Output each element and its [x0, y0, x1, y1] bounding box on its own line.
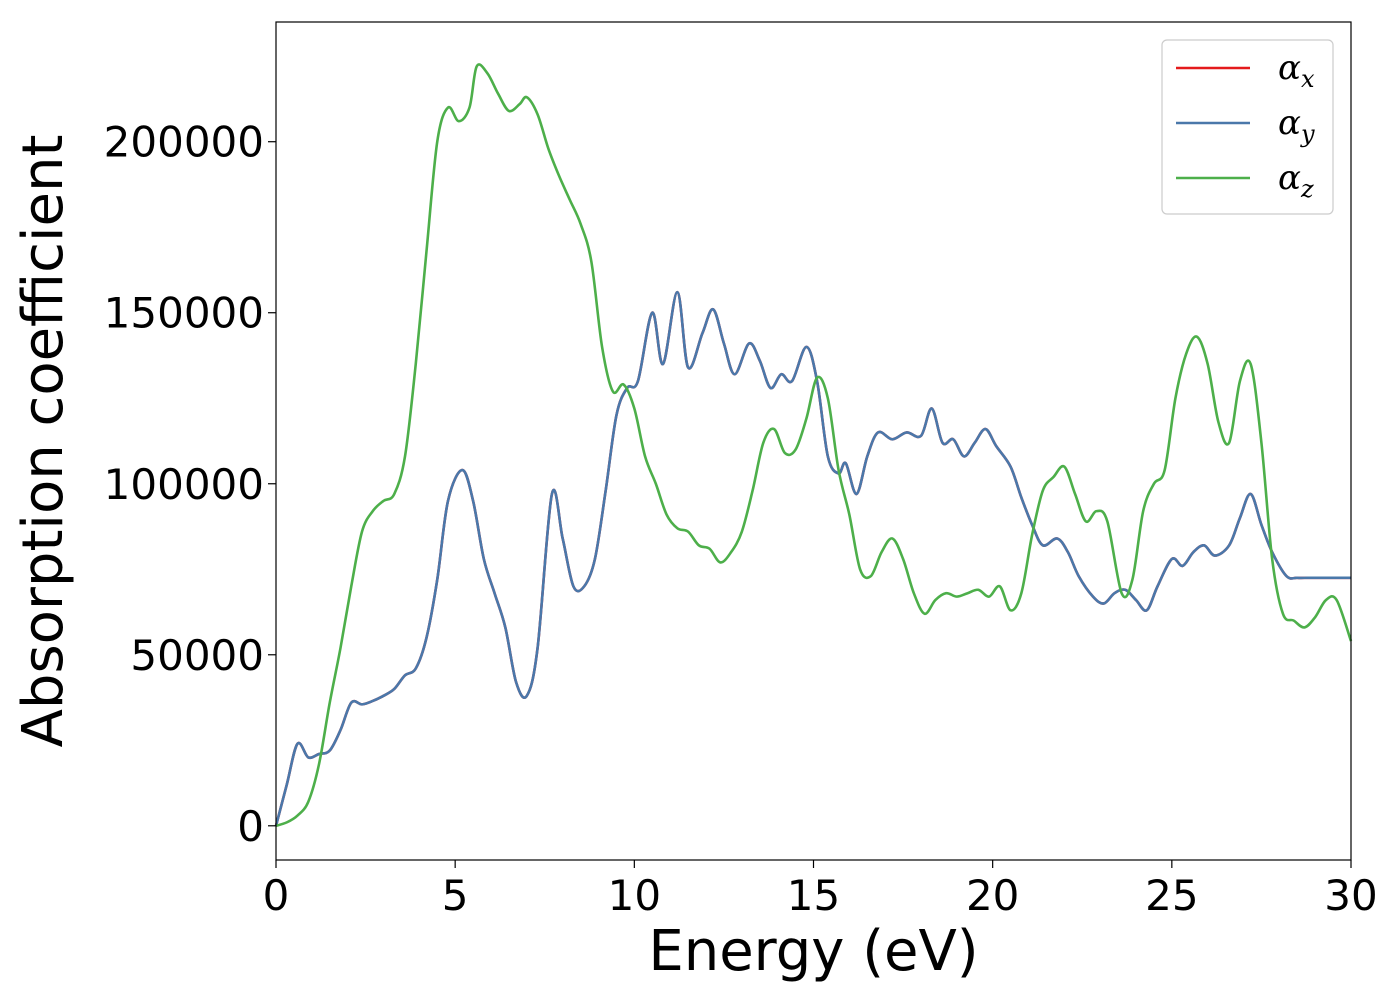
y-tick-label: 50000 — [130, 631, 264, 680]
y-axis-ticks: 0 50000 100000 150000 200000 — [104, 118, 276, 851]
y-tick-label: 150000 — [104, 289, 264, 338]
series-line-z — [275, 63, 1353, 828]
y-tick-label: 200000 — [104, 118, 264, 167]
y-tick-label: 0 — [237, 802, 264, 851]
x-tick-label: 25 — [1145, 871, 1198, 920]
x-tick-label: 5 — [442, 871, 469, 920]
x-tick-label: 0 — [263, 871, 290, 920]
x-tick-label: 30 — [1324, 871, 1377, 920]
x-axis-label: Energy (eV) — [648, 919, 978, 984]
x-tick-label: 20 — [966, 871, 1019, 920]
legend-box — [1161, 39, 1334, 215]
series-layer — [274, 63, 1353, 828]
x-tick-label: 10 — [608, 871, 661, 920]
legend-label-y: αy — [1278, 103, 1315, 148]
x-axis-ticks: 0 5 10 15 20 25 30 — [263, 860, 1378, 920]
series-line-y — [274, 290, 1351, 827]
legend: αx αy αz — [1161, 39, 1334, 215]
legend-label-z: αz — [1278, 158, 1314, 203]
y-axis-label: Absorption coefficient — [11, 135, 76, 748]
x-tick-label: 15 — [787, 871, 840, 920]
y-tick-label: 100000 — [104, 460, 264, 509]
legend-label-x: αx — [1278, 48, 1315, 93]
